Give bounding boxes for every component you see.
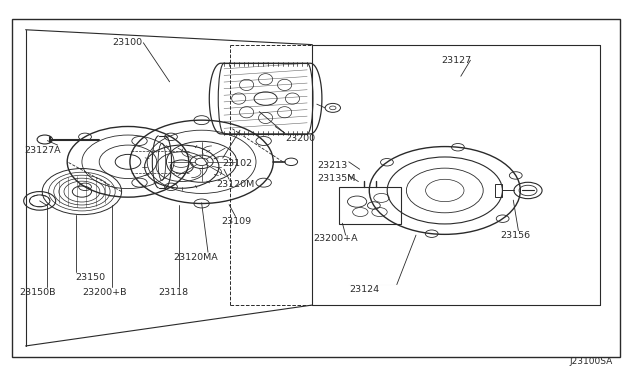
Text: 23127A: 23127A xyxy=(24,146,61,155)
Text: 23135M: 23135M xyxy=(317,174,355,183)
Text: 23118: 23118 xyxy=(159,288,189,296)
Text: 23120MA: 23120MA xyxy=(173,253,218,262)
Text: 23200: 23200 xyxy=(285,134,315,143)
Text: J23100SA: J23100SA xyxy=(570,357,613,366)
Text: 23150: 23150 xyxy=(76,273,106,282)
Circle shape xyxy=(190,155,213,169)
Text: 23120M: 23120M xyxy=(216,180,255,189)
Text: 23213: 23213 xyxy=(317,161,347,170)
Text: 23150B: 23150B xyxy=(19,288,56,296)
Text: 23200+B: 23200+B xyxy=(82,288,127,296)
Text: 23200+A: 23200+A xyxy=(314,234,358,243)
Text: 23127: 23127 xyxy=(442,56,472,65)
Polygon shape xyxy=(209,63,322,134)
Text: 23100: 23100 xyxy=(112,38,142,47)
Text: 23156: 23156 xyxy=(500,231,531,240)
Text: 23109: 23109 xyxy=(221,217,251,226)
Text: 23124: 23124 xyxy=(349,285,379,294)
Text: 23102: 23102 xyxy=(223,159,253,168)
